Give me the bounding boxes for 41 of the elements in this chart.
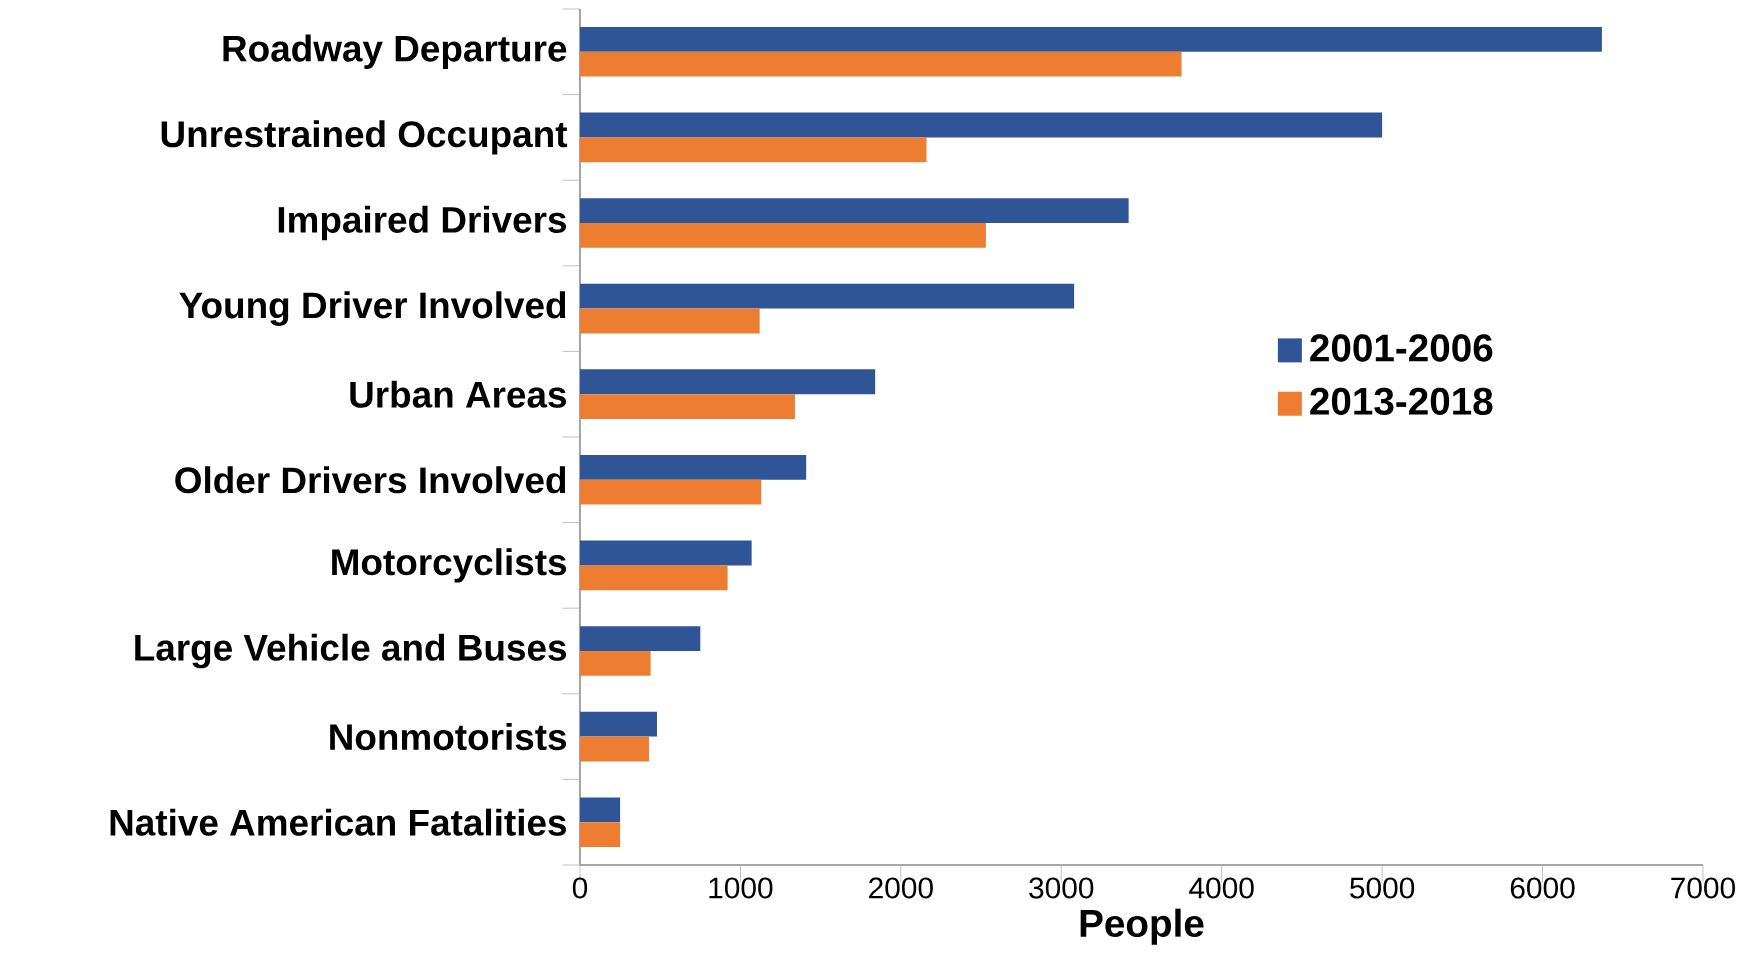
y-tick-label: Impaired Drivers (278, 205, 567, 241)
bar (579, 51, 1182, 77)
bar (579, 565, 728, 591)
x-tick-label: 5000 (1350, 877, 1415, 899)
y-tick-label: Unrestrained Occupant (161, 120, 568, 155)
bar (579, 736, 649, 762)
bar (579, 369, 876, 395)
bar (579, 650, 651, 676)
x-tick-label: 1000 (709, 877, 773, 899)
y-tick-label: Older Drivers Involved (175, 466, 566, 494)
bar (579, 797, 621, 823)
bar (579, 283, 1075, 309)
y-tick-label: Motorcyclists (332, 548, 567, 583)
y-tick-label: Native American Fatalities (110, 808, 566, 836)
bar (579, 822, 621, 848)
bar (579, 198, 1129, 223)
legend-label: 2013-2018 (1310, 387, 1493, 416)
bar (579, 394, 795, 420)
bar (579, 308, 760, 334)
bar (579, 454, 807, 480)
x-tick-label: 7000 (1671, 877, 1735, 899)
bar (579, 26, 1602, 52)
y-tick-label: Large Vehicle and Buses (135, 633, 567, 669)
bar (579, 479, 762, 505)
x-tick-label: 3000 (1029, 877, 1094, 899)
bar (579, 112, 1383, 138)
y-tick-label: Young Driver Involved (179, 291, 566, 326)
legend-label: 2001-2006 (1310, 334, 1493, 362)
x-tick-label: 4000 (1189, 877, 1254, 899)
bar (579, 137, 927, 163)
y-tick-label: Roadway Departure (223, 34, 567, 69)
x-tick-label: 2000 (869, 877, 933, 899)
bar (579, 711, 657, 737)
x-axis-title: People (1080, 908, 1204, 945)
x-tick-label: 6000 (1510, 877, 1575, 899)
bar (579, 626, 701, 651)
x-tick-label: 0 (572, 877, 588, 899)
y-tick-label: Urban Areas (350, 380, 567, 408)
bar (579, 540, 752, 566)
y-tick-label: Nonmotorists (330, 723, 567, 751)
bar (579, 222, 986, 248)
